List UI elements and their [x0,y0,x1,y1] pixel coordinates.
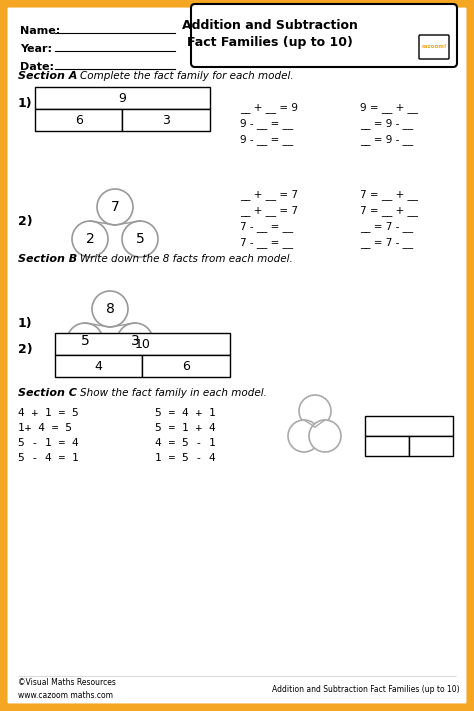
Bar [35,109,122,131]
Bar [55,333,230,355]
Text: ©Visual Maths Resources
www.cazoom maths.com: ©Visual Maths Resources www.cazoom maths… [18,678,116,700]
Text: 1 = 5 - 4: 1 = 5 - 4 [155,453,216,463]
Text: 4: 4 [95,360,103,373]
Text: __ = 9 - __: __ = 9 - __ [360,119,413,129]
Bar [122,109,210,131]
Text: Date:: Date: [20,62,54,72]
Text: 5 - 4 = 1: 5 - 4 = 1 [18,453,79,463]
Text: 5: 5 [136,232,145,246]
Text: __ = 7 - __: __ = 7 - __ [360,222,413,232]
Text: razoom!: razoom! [421,45,447,50]
Text: 6: 6 [75,114,82,127]
Text: 1): 1) [18,318,33,331]
Text: 5 = 1 + 4: 5 = 1 + 4 [155,423,216,433]
Text: 9: 9 [118,92,127,105]
Text: Addition and Subtraction Fact Families (up to 10): Addition and Subtraction Fact Families (… [273,685,460,693]
Text: 4 + 1 = 5: 4 + 1 = 5 [18,408,79,418]
Bar [35,87,210,109]
Text: Addition and Subtraction
Fact Families (up to 10): Addition and Subtraction Fact Families (… [182,19,358,49]
Circle shape [67,323,103,359]
Text: __ + __ = 7: __ + __ = 7 [240,190,298,201]
Text: 3: 3 [162,114,170,127]
Text: Name:: Name: [20,26,60,36]
Circle shape [92,291,128,327]
Text: 10: 10 [135,338,150,351]
Text: 2): 2) [18,343,33,356]
Text: Write down the 8 facts from each model.: Write down the 8 facts from each model. [80,254,293,264]
Text: 8: 8 [106,302,114,316]
Bar [365,436,409,456]
Text: __ = 7 - __: __ = 7 - __ [360,237,413,248]
Text: 7 = __ + __: 7 = __ + __ [360,205,418,216]
Circle shape [288,420,320,452]
Circle shape [309,420,341,452]
Circle shape [299,395,331,427]
Text: 5 - 1 = 4: 5 - 1 = 4 [18,438,79,448]
Text: 9 - __ = __: 9 - __ = __ [240,119,293,129]
Text: Complete the fact family for each model.: Complete the fact family for each model. [80,71,293,81]
Text: 6: 6 [182,360,190,373]
Circle shape [117,323,153,359]
Text: 5: 5 [81,334,90,348]
Circle shape [97,189,133,225]
Circle shape [72,221,108,257]
Text: 9 = __ + __: 9 = __ + __ [360,102,418,114]
Text: Section B: Section B [18,254,77,264]
Text: 2): 2) [18,215,33,228]
Text: 7 - __ = __: 7 - __ = __ [240,222,293,232]
Bar [409,436,453,456]
FancyBboxPatch shape [191,4,457,67]
Text: 4 = 5 - 1: 4 = 5 - 1 [155,438,216,448]
Text: 5 = 4 + 1: 5 = 4 + 1 [155,408,216,418]
Text: Year:: Year: [20,44,52,54]
Text: __ + __ = 9: __ + __ = 9 [240,102,298,114]
Text: __ + __ = 7: __ + __ = 7 [240,205,298,216]
Text: Section A: Section A [18,71,77,81]
Bar [365,416,453,436]
Text: 7: 7 [110,200,119,214]
Bar [55,355,143,377]
FancyBboxPatch shape [419,35,449,59]
Text: 7 - __ = __: 7 - __ = __ [240,237,293,248]
Text: 3: 3 [131,334,139,348]
Text: Show the fact family in each model.: Show the fact family in each model. [80,388,267,398]
Circle shape [122,221,158,257]
Text: 7 = __ + __: 7 = __ + __ [360,190,418,201]
Text: __ = 9 - __: __ = 9 - __ [360,134,413,146]
Text: 2: 2 [86,232,94,246]
Text: 9 - __ = __: 9 - __ = __ [240,134,293,146]
Bar [143,355,230,377]
Text: 1): 1) [18,97,33,110]
Text: 1+ 4 = 5: 1+ 4 = 5 [18,423,72,433]
Text: Section C: Section C [18,388,77,398]
